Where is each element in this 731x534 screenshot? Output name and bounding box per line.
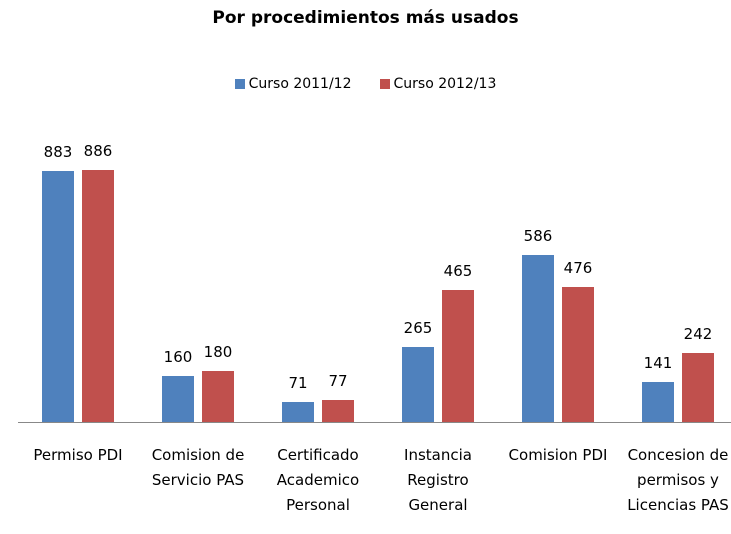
legend: Curso 2011/12 Curso 2012/13 xyxy=(0,76,731,92)
bar xyxy=(322,400,354,422)
legend-item: Curso 2012/13 xyxy=(379,76,497,92)
x-tick-label: Instancia Registro General xyxy=(404,446,472,514)
data-label: 160 xyxy=(163,348,193,367)
bar xyxy=(522,255,554,422)
bar xyxy=(282,401,314,422)
bar xyxy=(202,370,234,422)
bar xyxy=(82,170,114,422)
data-label: 476 xyxy=(563,258,593,277)
data-label: 586 xyxy=(523,227,553,246)
legend-label: Curso 2012/13 xyxy=(393,76,497,92)
chart-title: Por procedimientos más usados xyxy=(212,8,519,28)
x-tick-label: Comision PDI xyxy=(508,446,608,464)
bar xyxy=(162,376,194,422)
legend-item: Curso 2011/12 xyxy=(234,76,352,92)
data-label: 883 xyxy=(43,142,73,161)
data-label: 465 xyxy=(443,261,473,280)
x-tick-label: Permiso PDI xyxy=(33,446,123,464)
bar xyxy=(682,353,714,422)
bar xyxy=(42,170,74,422)
data-label: 886 xyxy=(83,142,113,160)
data-label: 141 xyxy=(643,353,673,372)
bar xyxy=(402,346,434,422)
data-label: 265 xyxy=(403,318,433,337)
x-axis-line xyxy=(18,422,731,423)
legend-swatch xyxy=(379,79,390,89)
bar xyxy=(642,381,674,422)
x-tick-label: Concesion de permisos y Licencias PAS xyxy=(627,446,729,514)
data-label: 180 xyxy=(203,342,233,361)
x-tick-label: Certificado Academico Personal xyxy=(276,446,360,514)
data-label: 77 xyxy=(328,372,348,391)
bar xyxy=(562,286,594,422)
bar xyxy=(442,289,474,422)
x-tick-label: Comision de Servicio PAS xyxy=(151,446,245,489)
data-label: 242 xyxy=(683,325,713,344)
legend-label: Curso 2011/12 xyxy=(248,76,352,92)
data-label: 71 xyxy=(288,373,308,392)
legend-swatch xyxy=(234,79,245,89)
